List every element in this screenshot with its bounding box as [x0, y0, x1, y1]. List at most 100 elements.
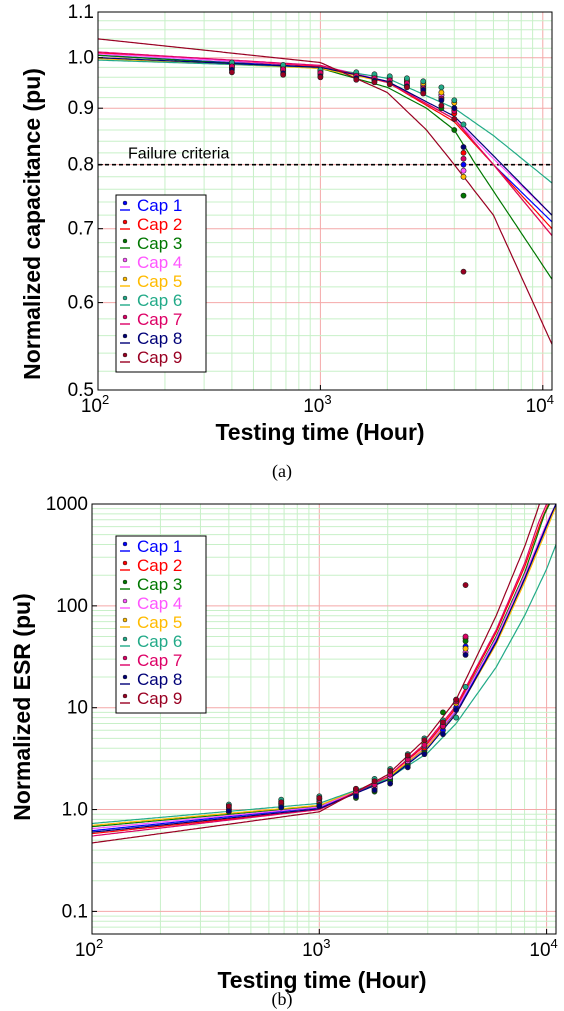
data-point: [462, 645, 469, 652]
data-point: [438, 89, 445, 96]
legend-marker: [122, 352, 128, 358]
data-points: [228, 59, 467, 275]
fit-curve: [92, 504, 556, 833]
data-point: [421, 742, 428, 748]
legend-marker: [122, 560, 128, 566]
y-tick-label: 0.5: [68, 380, 94, 401]
data-point: [404, 75, 410, 82]
data-point: [353, 793, 359, 800]
data-point: [438, 84, 445, 91]
legend-entry: Cap 6: [137, 291, 182, 310]
x-axis-label: Testing time (Hour): [215, 419, 424, 445]
y-tick-label: 1000: [46, 494, 88, 515]
y-tick-label: 0.9: [68, 98, 94, 119]
gridlines: [92, 504, 556, 934]
data-point: [460, 161, 467, 168]
x-axis-label: Testing time (Hour): [217, 967, 426, 993]
data-point: [317, 74, 324, 81]
data-point: [453, 696, 460, 703]
legend-entry: Cap 5: [137, 272, 182, 291]
legend-marker: [122, 257, 128, 263]
data-point: [440, 731, 446, 738]
legend-entry: Cap 2: [137, 556, 182, 575]
x-tick-label: 103: [302, 936, 330, 961]
data-point: [404, 752, 411, 759]
data-point: [316, 795, 323, 801]
data-point: [420, 78, 427, 85]
data-point: [462, 582, 469, 588]
data-point: [404, 764, 411, 771]
x-tick-label: 102: [81, 392, 109, 417]
data-point: [460, 192, 467, 199]
capacitance-chart: Testing time (Hour) Normalized capacitan…: [19, 2, 554, 482]
data-point: [460, 149, 467, 156]
legend-entry: Cap 8: [137, 670, 182, 689]
data-point: [462, 651, 469, 658]
legend-entry: Cap 7: [137, 651, 182, 670]
fit-curve: [92, 504, 541, 844]
x-tick-label: 103: [303, 392, 331, 417]
y-tick-label: 1.0: [68, 48, 94, 69]
data-point: [353, 785, 359, 792]
fit-curve: [98, 38, 552, 345]
y-tick-label: 10: [67, 698, 88, 719]
fit-curve: [98, 57, 552, 216]
legend-marker: [122, 333, 128, 339]
legend-entry: Cap 7: [137, 310, 182, 329]
data-point: [421, 737, 428, 744]
data-point: [462, 633, 469, 640]
legend-entry: Cap 2: [137, 215, 182, 234]
y-tick-label: 0.7: [68, 219, 94, 240]
data-point: [440, 719, 446, 726]
data-point: [421, 751, 428, 758]
data-point: [371, 778, 378, 785]
chart-caption: (b): [272, 989, 293, 1010]
data-point: [404, 84, 410, 91]
legend-marker: [122, 579, 128, 585]
plot-frame: [91, 503, 557, 935]
y-axis-label: Normalized capacitance (pu): [19, 68, 45, 380]
data-point: [278, 799, 285, 806]
fit-curves: [98, 38, 552, 345]
data-point: [462, 684, 469, 690]
legend-marker: [122, 295, 128, 301]
legend-marker: [122, 276, 128, 282]
data-points: [225, 582, 469, 815]
failure-criteria-label: Failure criteria: [128, 146, 229, 163]
y-tick-label: 0.1: [62, 901, 88, 922]
data-point: [460, 268, 467, 275]
data-point: [225, 803, 232, 810]
data-point: [460, 121, 467, 128]
data-point: [440, 709, 446, 716]
data-point: [451, 97, 458, 104]
data-point: [228, 69, 235, 76]
data-point: [460, 167, 467, 174]
y-tick-label: 1.0: [62, 800, 88, 821]
chart-caption: (a): [272, 461, 292, 482]
legend-box: [115, 535, 207, 714]
legend-marker: [122, 617, 128, 623]
data-point: [438, 97, 445, 104]
legend-marker: [122, 598, 128, 604]
y-tick-label: 100: [56, 596, 88, 617]
legend-entry: Cap 6: [137, 632, 182, 651]
data-point: [460, 155, 467, 162]
legend-marker: [122, 219, 128, 225]
data-point: [353, 76, 360, 83]
data-point: [386, 81, 393, 88]
data-point: [460, 144, 467, 150]
legend-marker: [122, 200, 128, 206]
legend-entry: Cap 9: [137, 348, 182, 367]
data-point: [371, 79, 378, 86]
data-point: [225, 808, 232, 814]
legend-marker: [122, 655, 128, 661]
fit-curve: [92, 504, 556, 830]
legend-entry: Cap 1: [137, 537, 182, 556]
y-tick-label: 0.6: [68, 293, 94, 314]
legend-marker: [122, 693, 128, 699]
data-point: [451, 116, 458, 122]
legend-box: [115, 194, 207, 373]
fit-curves: [92, 504, 556, 844]
